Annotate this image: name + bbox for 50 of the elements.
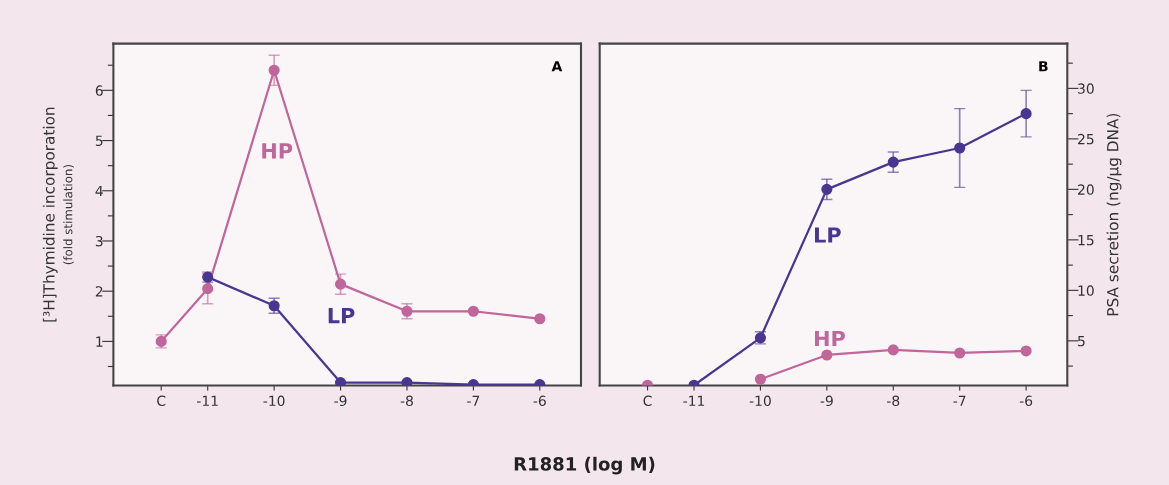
point xyxy=(534,313,546,325)
x-tick-label: -11 xyxy=(197,395,218,406)
x-tick-label: -11 xyxy=(683,395,705,406)
point xyxy=(467,305,479,317)
x-tick-label: -7 xyxy=(953,395,966,406)
x-tick-label: -10 xyxy=(749,395,771,407)
series-label: LP xyxy=(328,307,355,324)
y-axis-title: PSA secretion (ng/µg DNA) xyxy=(1106,113,1122,316)
point xyxy=(401,377,413,386)
series-label: HP xyxy=(815,330,845,347)
x-tick-label: -8 xyxy=(400,395,413,407)
point xyxy=(954,142,966,154)
x-axis-title: R1881 (log M) xyxy=(514,456,655,475)
y-tick-label: 30 xyxy=(1078,83,1094,94)
x-tick-label: -7 xyxy=(467,395,480,406)
y-tick-label: 25 xyxy=(1078,133,1094,145)
x-tick-label: C xyxy=(643,395,652,407)
text: B xyxy=(1039,61,1048,72)
y-tick-label: 3 xyxy=(95,235,103,247)
x-tick-label: C xyxy=(157,395,166,407)
x-tick-label: -9 xyxy=(820,395,833,407)
y-tick-label: 4 xyxy=(95,185,103,197)
point xyxy=(202,283,214,295)
y-tick-label: 15 xyxy=(1078,235,1094,246)
series-label: LP xyxy=(815,227,841,243)
y-tick-label: 5 xyxy=(1078,335,1085,347)
x-tick-label: -6 xyxy=(533,395,546,407)
text: A xyxy=(551,61,563,72)
point xyxy=(821,349,833,361)
point xyxy=(268,64,280,76)
point xyxy=(334,278,347,290)
point xyxy=(1020,108,1032,120)
y-tick-label: 10 xyxy=(1078,285,1094,296)
y-tick-label: 2 xyxy=(95,286,103,297)
y-tick-label: 20 xyxy=(1078,184,1094,195)
point xyxy=(821,183,833,195)
x-tick-label: -6 xyxy=(1019,395,1033,407)
y-tick-label: 1 xyxy=(96,336,103,347)
point xyxy=(887,156,899,168)
point xyxy=(1020,345,1032,357)
y-tick-label: 5 xyxy=(95,135,103,147)
point xyxy=(887,344,899,356)
x-tick-label: -10 xyxy=(263,395,285,407)
point xyxy=(754,373,766,385)
y-axis-title: [³H]Thymidine incorporation (fold stimulation) xyxy=(42,107,74,322)
x-tick-label: -9 xyxy=(334,395,347,407)
point xyxy=(954,347,966,359)
series-label: HP xyxy=(262,143,293,159)
y-tick-label: 6 xyxy=(95,85,103,96)
x-tick-label: -8 xyxy=(887,395,900,407)
